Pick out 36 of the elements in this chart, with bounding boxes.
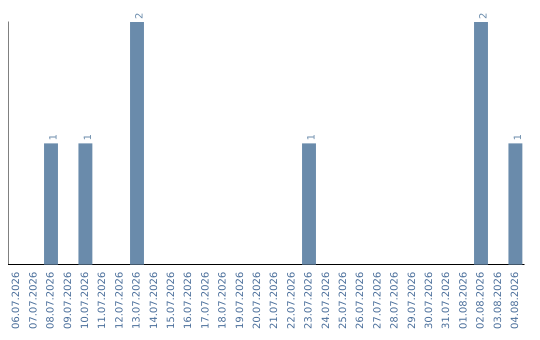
x-tick-label: 29.07.2026 [406, 272, 418, 330]
x-tick-label: 09.07.2026 [62, 272, 74, 330]
x-tick-label: 15.07.2026 [166, 272, 177, 330]
x-tick-label: 22.07.2026 [286, 272, 298, 330]
x-tick-label: 02.08.2026 [476, 272, 487, 330]
x-tick-label: 01.08.2026 [458, 272, 470, 330]
x-tick-label: 21.07.2026 [269, 272, 280, 330]
x-tick-label: 24.07.2026 [320, 272, 332, 330]
x-tick-label: 31.07.2026 [441, 272, 452, 330]
data-label: 2 [478, 12, 490, 19]
x-tick-label: 27.07.2026 [372, 272, 384, 330]
x-tick-label: 16.07.2026 [183, 272, 194, 330]
x-tick-label: 19.07.2026 [234, 272, 246, 330]
x-tick-label: 07.07.2026 [28, 272, 40, 330]
x-tick-label: 25.07.2026 [338, 272, 349, 330]
x-tick-label: 06.07.2026 [11, 272, 22, 330]
data-label: 2 [134, 12, 146, 19]
x-tick-label: 23.07.2026 [304, 272, 315, 330]
x-tick-label: 20.07.2026 [252, 272, 263, 330]
x-tick-label: 03.08.2026 [492, 272, 504, 330]
data-label: 1 [306, 134, 318, 140]
x-tick-label: 04.08.2026 [510, 272, 521, 330]
x-tick-label: 12.07.2026 [114, 272, 126, 330]
x-tick-label: 17.07.2026 [200, 272, 212, 330]
x-tick-label: 14.07.2026 [148, 272, 160, 330]
data-label: 1 [82, 134, 94, 140]
x-tick-label: 18.07.2026 [218, 272, 229, 330]
data-label: 1 [512, 134, 524, 140]
x-tick-label: 28.07.2026 [390, 272, 401, 330]
x-tick-label: 13.07.2026 [132, 272, 143, 330]
x-tick-label: 10.07.2026 [80, 272, 91, 330]
data-label: 1 [48, 134, 60, 140]
x-tick-label: 30.07.2026 [424, 272, 435, 330]
x-tick-label: 08.07.2026 [46, 272, 57, 330]
x-tick-label: 11.07.2026 [97, 272, 108, 330]
x-tick-label: 26.07.2026 [355, 272, 366, 330]
